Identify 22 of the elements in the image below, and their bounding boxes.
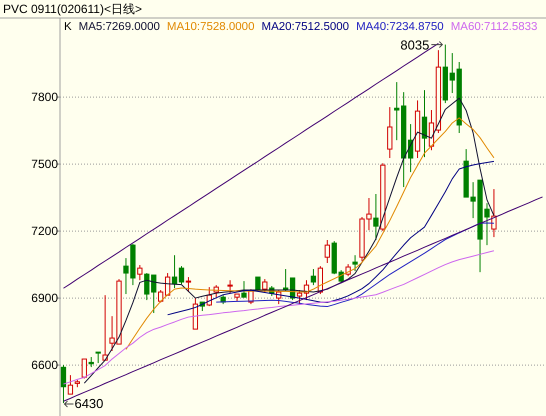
candlestick [422,90,428,158]
annotation: K [64,21,72,33]
candlestick [387,106,392,159]
candlestick [88,356,94,368]
y-tick-label: 7200 [31,224,58,238]
candlestick [68,374,74,395]
y-tick-label: 7500 [31,157,58,172]
annotation: 6430 [74,396,104,412]
legend: MA5:7269.0000 MA10:7528.0000 MA20:7512.5000 MA40:7234.8750 MA60:7112.5833 [78,21,538,33]
candlestick [373,193,379,241]
chart-title: PVC 0911(020611)<日线> [3,2,142,16]
annotation: 8035 [400,38,430,53]
candlestick [241,280,247,298]
candlestick [484,202,490,246]
y-tick-label: 7800 [31,90,58,104]
candlestick [366,198,372,231]
y-tick-label: 6600 [31,358,58,372]
line-series [125,117,494,350]
candlestick [414,100,420,159]
candlestick [96,352,101,364]
y-tick-label: 6900 [31,291,58,306]
line-series [167,160,494,316]
